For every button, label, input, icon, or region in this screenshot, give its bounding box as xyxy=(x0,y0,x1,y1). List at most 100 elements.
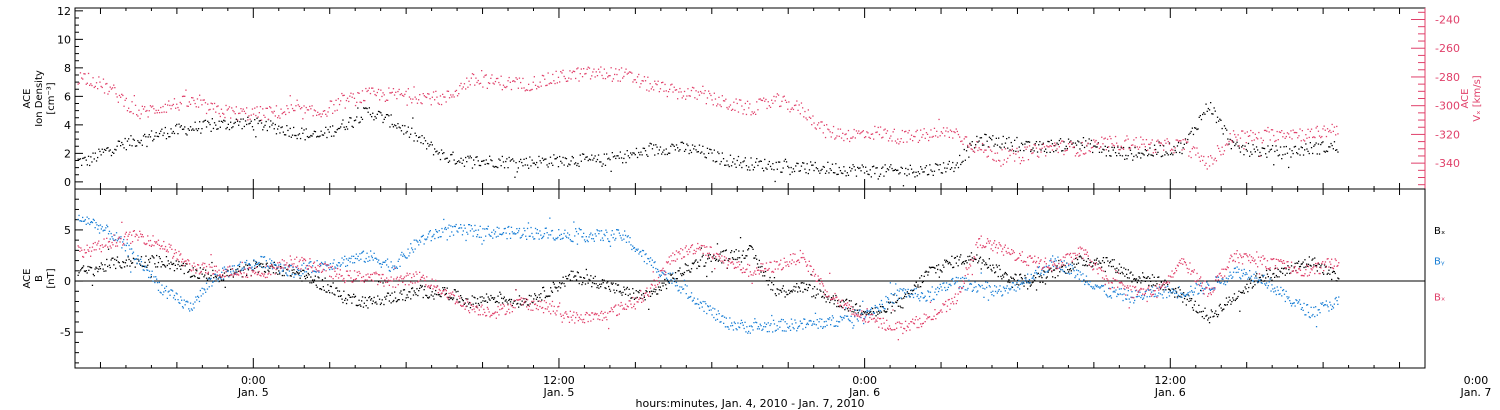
data-point xyxy=(680,141,682,144)
data-point xyxy=(899,172,901,174)
data-point xyxy=(1194,287,1196,289)
data-point xyxy=(132,257,135,259)
data-point xyxy=(1290,265,1293,267)
data-point xyxy=(358,299,360,301)
data-point xyxy=(1134,278,1136,280)
data-point xyxy=(188,129,190,131)
data-point xyxy=(1171,152,1173,154)
data-point xyxy=(716,318,719,320)
data-point xyxy=(1208,165,1211,167)
data-point xyxy=(442,93,444,95)
data-point xyxy=(537,85,539,88)
data-point xyxy=(641,294,643,296)
data-point xyxy=(93,86,95,89)
data-point xyxy=(1229,133,1231,135)
data-point xyxy=(784,158,787,160)
data-point xyxy=(299,277,301,279)
data-point xyxy=(640,151,642,153)
data-point xyxy=(1001,149,1003,151)
data-point xyxy=(344,107,346,109)
data-point xyxy=(1006,138,1008,140)
data-point xyxy=(424,140,427,142)
data-point xyxy=(277,128,279,130)
data-point xyxy=(1103,138,1105,140)
data-point xyxy=(1081,141,1083,144)
data-point xyxy=(801,282,803,284)
data-point xyxy=(719,163,721,165)
data-point xyxy=(133,95,135,97)
data-point xyxy=(1169,153,1172,156)
data-point xyxy=(595,235,597,237)
data-point xyxy=(560,283,562,285)
data-point xyxy=(1274,140,1276,143)
data-point xyxy=(787,108,789,110)
data-point xyxy=(708,90,710,92)
data-point xyxy=(1026,281,1028,283)
data-point xyxy=(603,279,605,281)
data-point xyxy=(77,218,79,221)
data-point xyxy=(710,149,712,151)
data-point xyxy=(452,234,455,236)
data-point xyxy=(720,160,722,163)
data-point xyxy=(1043,150,1046,152)
data-point xyxy=(1175,139,1177,141)
data-point xyxy=(204,274,206,276)
data-point xyxy=(1200,290,1203,292)
data-point xyxy=(558,229,560,231)
data-point xyxy=(1281,267,1283,269)
data-point xyxy=(1028,282,1031,284)
data-point xyxy=(254,265,256,267)
data-point xyxy=(559,234,561,237)
data-point xyxy=(672,144,674,146)
data-point xyxy=(924,271,926,273)
data-point xyxy=(804,168,806,170)
data-point xyxy=(669,152,671,154)
data-point xyxy=(630,297,632,299)
data-point xyxy=(1038,156,1040,158)
data-point xyxy=(983,296,985,298)
data-point xyxy=(1281,158,1283,160)
data-point xyxy=(88,269,90,271)
data-point xyxy=(161,261,163,263)
data-point xyxy=(1081,257,1083,260)
data-point xyxy=(1260,137,1262,139)
data-point xyxy=(393,268,395,271)
data-point xyxy=(347,294,349,296)
data-point xyxy=(415,98,417,100)
data-point xyxy=(648,145,650,147)
data-point xyxy=(579,154,581,156)
data-point xyxy=(667,91,670,93)
data-point xyxy=(245,262,247,264)
data-point xyxy=(657,293,659,295)
data-point xyxy=(176,268,178,270)
data-point xyxy=(938,118,940,121)
data-point xyxy=(498,302,500,304)
data-point xyxy=(1247,142,1250,145)
data-point xyxy=(1023,285,1025,287)
data-point xyxy=(1292,129,1294,131)
data-point xyxy=(689,296,691,298)
data-point xyxy=(507,167,509,169)
data-point xyxy=(635,248,637,250)
data-point xyxy=(698,303,700,306)
data-point xyxy=(602,77,604,80)
data-point xyxy=(766,331,768,333)
data-point xyxy=(991,150,993,153)
data-point xyxy=(77,158,79,160)
data-point xyxy=(255,263,257,265)
data-point xyxy=(1029,285,1031,287)
data-point xyxy=(1030,273,1032,276)
data-point xyxy=(177,263,179,266)
data-point xyxy=(201,273,203,275)
data-point xyxy=(263,114,265,116)
data-point xyxy=(445,292,447,295)
data-point xyxy=(816,168,819,170)
data-point xyxy=(191,97,193,99)
data-point xyxy=(658,149,660,151)
data-point xyxy=(984,264,986,266)
data-point xyxy=(467,86,469,88)
data-point xyxy=(807,287,809,289)
data-point xyxy=(954,167,956,169)
data-point xyxy=(216,105,218,108)
data-point xyxy=(1273,134,1275,137)
